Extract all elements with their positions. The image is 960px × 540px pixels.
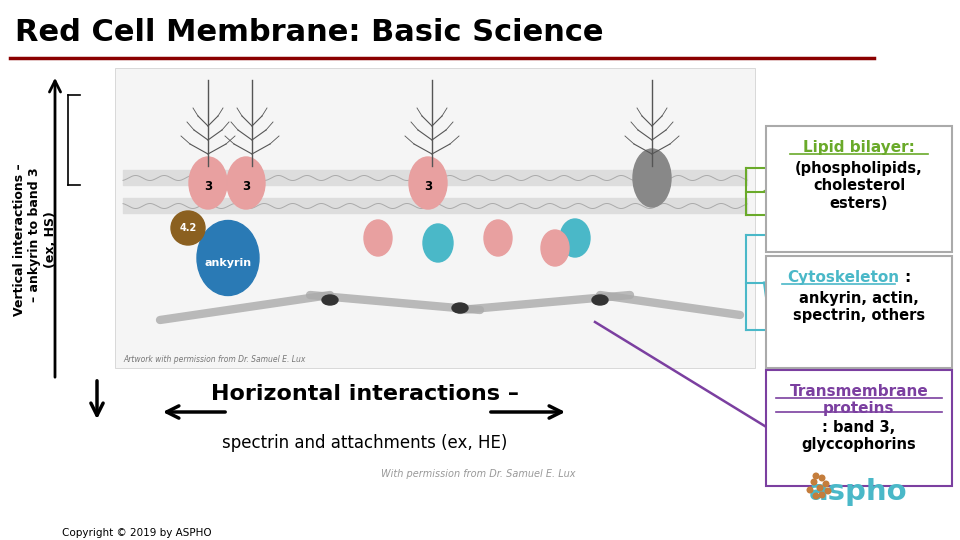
Ellipse shape bbox=[227, 157, 265, 209]
FancyBboxPatch shape bbox=[766, 370, 952, 486]
Ellipse shape bbox=[452, 303, 468, 313]
Ellipse shape bbox=[409, 157, 447, 209]
Text: ankyrin: ankyrin bbox=[204, 258, 252, 268]
Text: (ex, HS): (ex, HS) bbox=[43, 212, 57, 268]
Ellipse shape bbox=[633, 149, 671, 207]
Text: Cytoskeleton: Cytoskeleton bbox=[787, 270, 900, 285]
Text: aspho: aspho bbox=[808, 478, 907, 506]
Circle shape bbox=[813, 473, 819, 479]
Text: Vertical interactions –: Vertical interactions – bbox=[13, 164, 27, 316]
Circle shape bbox=[171, 211, 205, 245]
Ellipse shape bbox=[364, 220, 392, 256]
Text: Lipid bilayer:: Lipid bilayer: bbox=[804, 140, 915, 155]
Circle shape bbox=[819, 475, 825, 481]
Circle shape bbox=[817, 485, 823, 491]
Ellipse shape bbox=[484, 220, 512, 256]
Text: spectrin and attachments (ex, HE): spectrin and attachments (ex, HE) bbox=[223, 434, 508, 452]
Circle shape bbox=[811, 479, 817, 485]
Circle shape bbox=[819, 492, 825, 498]
Text: 3: 3 bbox=[204, 180, 212, 193]
Ellipse shape bbox=[189, 157, 227, 209]
Text: – ankyrin to band 3: – ankyrin to band 3 bbox=[29, 168, 41, 302]
Text: 4.2: 4.2 bbox=[180, 223, 197, 233]
Ellipse shape bbox=[322, 295, 338, 305]
Ellipse shape bbox=[592, 295, 608, 305]
Text: Horizontal interactions –: Horizontal interactions – bbox=[211, 384, 519, 404]
Text: 3: 3 bbox=[424, 180, 432, 193]
Circle shape bbox=[813, 493, 819, 499]
FancyBboxPatch shape bbox=[115, 68, 755, 368]
FancyBboxPatch shape bbox=[766, 126, 952, 252]
Circle shape bbox=[807, 487, 813, 493]
Text: With permission from Dr. Samuel E. Lux: With permission from Dr. Samuel E. Lux bbox=[381, 469, 575, 479]
Text: Red Cell Membrane: Basic Science: Red Cell Membrane: Basic Science bbox=[15, 18, 604, 47]
Text: ankyrin, actin,
spectrin, others: ankyrin, actin, spectrin, others bbox=[793, 291, 925, 323]
Ellipse shape bbox=[560, 219, 590, 257]
Text: Artwork with permission from Dr. Samuel E. Lux: Artwork with permission from Dr. Samuel … bbox=[123, 355, 305, 364]
Text: : band 3,
glyccophorins: : band 3, glyccophorins bbox=[802, 420, 917, 453]
Text: 3: 3 bbox=[242, 180, 250, 193]
Text: Transmembrane
proteins: Transmembrane proteins bbox=[790, 384, 928, 416]
Text: :: : bbox=[904, 270, 910, 285]
Circle shape bbox=[824, 481, 828, 487]
Text: Copyright © 2019 by ASPHO: Copyright © 2019 by ASPHO bbox=[62, 528, 211, 538]
Circle shape bbox=[826, 488, 830, 494]
Ellipse shape bbox=[197, 220, 259, 295]
Ellipse shape bbox=[423, 224, 453, 262]
Ellipse shape bbox=[541, 230, 569, 266]
Text: (phospholipids,
cholesterol
esters): (phospholipids, cholesterol esters) bbox=[795, 161, 923, 211]
FancyBboxPatch shape bbox=[766, 256, 952, 368]
